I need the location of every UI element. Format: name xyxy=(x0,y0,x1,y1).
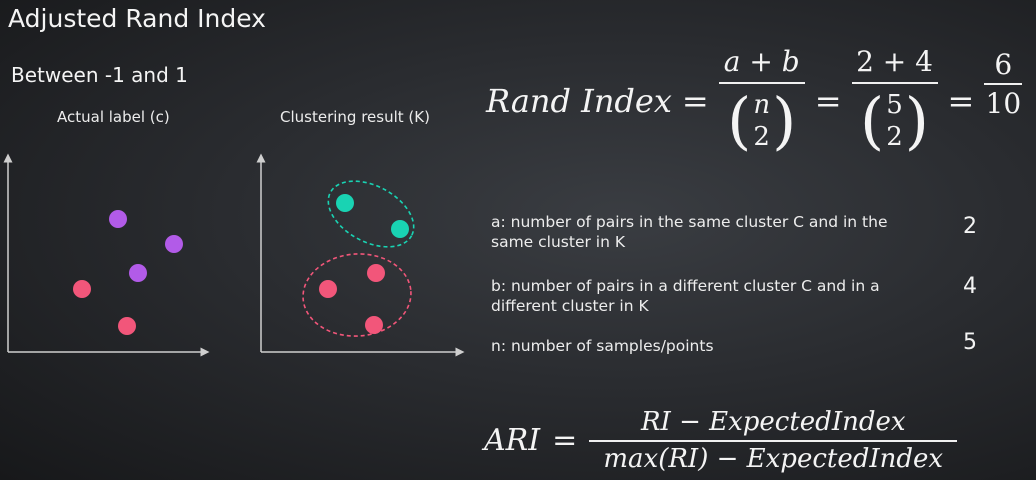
rand-index-formula: Rand Index = a + b ( n 2 ) = 2 + 4 ( 5 2… xyxy=(486,36,1023,166)
numerator-6: 6 xyxy=(994,48,1013,81)
binom-top-n: n xyxy=(753,89,771,120)
point-purple xyxy=(129,264,147,282)
point-teal xyxy=(336,194,354,212)
point-teal xyxy=(391,220,409,238)
equals-sign: = xyxy=(681,82,709,120)
numerator-2-plus-4: 2 + 4 xyxy=(856,44,933,78)
numerator-ab: a + b xyxy=(723,44,800,78)
point-pink xyxy=(365,316,383,334)
clustering-result-caption: Clustering result (K) xyxy=(280,108,430,126)
point-pink xyxy=(73,280,91,298)
slide-subtitle: Between -1 and 1 xyxy=(11,63,188,87)
definition-a: a: number of pairs in the same cluster C… xyxy=(491,213,888,251)
binomial-5-2: ( 5 2 ) xyxy=(860,83,929,157)
point-purple xyxy=(165,235,183,253)
fraction-6-over-10: 6 10 xyxy=(984,48,1023,120)
equals-sign: = xyxy=(947,82,975,120)
point-pink xyxy=(367,264,385,282)
ari-fraction: RI − ExpectedIndex max(RI) − ExpectedInd… xyxy=(589,406,958,474)
cluster-outline-teal xyxy=(327,180,415,248)
slide-title: Adjusted Rand Index xyxy=(8,4,266,33)
value-b: 4 xyxy=(963,274,977,299)
ari-denominator: max(RI) − ExpectedIndex xyxy=(603,443,944,474)
value-a: 2 xyxy=(963,214,977,239)
binomial-n-2: ( n 2 ) xyxy=(727,83,797,157)
equals-sign: = xyxy=(552,422,578,458)
actual-label-caption: Actual label (c) xyxy=(57,108,170,126)
binom-bottom-2: 2 xyxy=(753,121,770,152)
fraction-2plus4-over-5-2: 2 + 4 ( 5 2 ) xyxy=(851,44,938,158)
ari-numerator: RI − ExpectedIndex xyxy=(640,406,906,437)
value-n: 5 xyxy=(963,330,977,355)
rand-index-lhs: Rand Index xyxy=(486,82,672,120)
point-pink xyxy=(319,280,337,298)
definition-b: b: number of pairs in a different cluste… xyxy=(491,277,880,315)
fraction-ab-over-n2: a + b ( n 2 ) xyxy=(718,44,805,158)
equals-sign: = xyxy=(814,82,842,120)
ari-lhs: ARI xyxy=(484,422,541,458)
point-pink xyxy=(118,317,136,335)
ari-formula: ARI = RI − ExpectedIndex max(RI) − Expec… xyxy=(484,400,958,480)
binom-top-5: 5 xyxy=(886,89,903,120)
point-purple xyxy=(109,210,127,228)
definition-n: n: number of samples/points xyxy=(491,337,714,355)
scatter-plots xyxy=(3,153,465,357)
cluster-outline-pink xyxy=(302,253,412,337)
binom-bottom-2: 2 xyxy=(886,121,903,152)
denominator-10: 10 xyxy=(985,87,1022,120)
